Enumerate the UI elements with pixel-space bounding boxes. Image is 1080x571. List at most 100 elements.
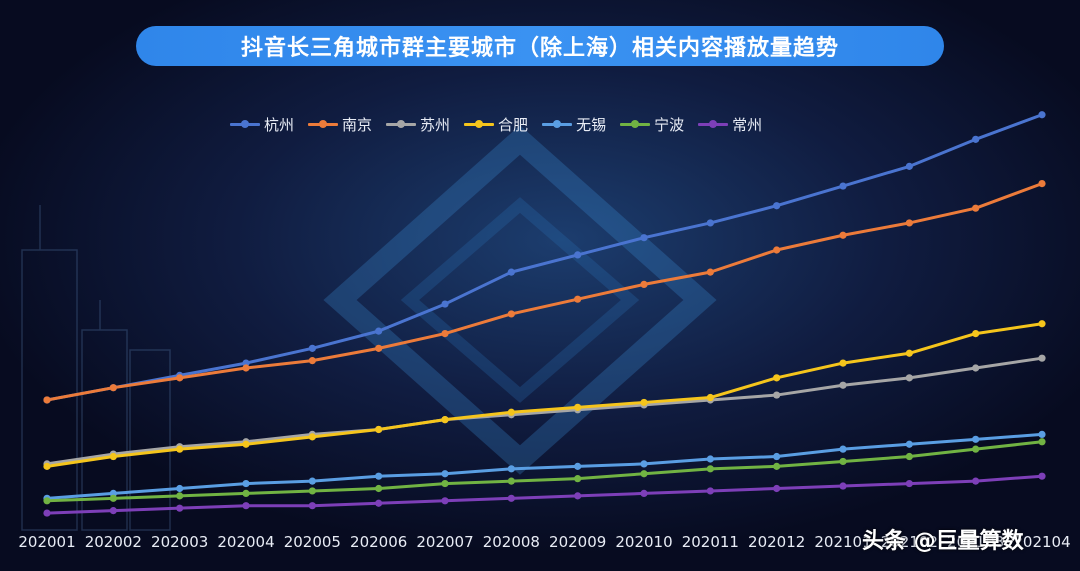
legend-item: 杭州 xyxy=(230,114,294,135)
data-point-6-15 xyxy=(1038,472,1046,480)
legend-label: 宁波 xyxy=(654,115,685,134)
data-point-4-3 xyxy=(242,479,250,488)
data-point-3-11 xyxy=(773,374,781,382)
data-point-4-15 xyxy=(1038,430,1046,438)
data-point-4-4 xyxy=(308,477,316,485)
data-point-5-1 xyxy=(109,494,117,502)
legend-label: 合肥 xyxy=(498,115,529,134)
data-point-6-9 xyxy=(640,489,648,498)
legend-label: 苏州 xyxy=(420,115,451,134)
data-point-1-6 xyxy=(441,329,449,338)
series-line-3 xyxy=(46,322,1043,468)
data-point-1-15 xyxy=(1038,180,1046,188)
legend-item: 南京 xyxy=(308,114,372,135)
legend-label: 杭州 xyxy=(264,115,295,134)
data-point-3-7 xyxy=(507,408,515,416)
data-point-3-10 xyxy=(706,393,714,402)
data-point-5-11 xyxy=(773,462,781,470)
data-point-3-6 xyxy=(441,416,449,424)
data-point-3-15 xyxy=(1038,320,1046,328)
data-point-4-9 xyxy=(640,460,648,468)
data-point-4-14 xyxy=(972,435,980,443)
x-tick-label: 202102 xyxy=(881,533,938,551)
data-point-5-15 xyxy=(1038,438,1046,446)
legend-swatch-dot xyxy=(397,120,406,128)
data-point-4-10 xyxy=(706,455,714,463)
data-point-2-11 xyxy=(773,391,781,399)
data-point-1-11 xyxy=(773,246,781,254)
x-tick-label: 202009 xyxy=(549,533,606,551)
data-point-1-14 xyxy=(972,204,980,212)
background-decoration xyxy=(21,125,717,531)
series-points xyxy=(43,111,1046,517)
legend-item: 宁波 xyxy=(620,114,684,135)
legend-swatch xyxy=(308,117,339,131)
data-point-0-11 xyxy=(773,202,781,210)
data-point-4-11 xyxy=(773,452,781,461)
series-line-5 xyxy=(46,440,1043,503)
x-tick-label: 202005 xyxy=(284,533,341,551)
data-point-6-10 xyxy=(706,487,714,495)
data-point-6-1 xyxy=(109,507,117,515)
data-point-4-13 xyxy=(905,440,913,448)
data-point-4-7 xyxy=(507,465,515,473)
data-point-3-13 xyxy=(905,349,913,357)
x-tick-label: 202101 xyxy=(814,533,871,551)
data-point-3-5 xyxy=(375,425,383,434)
data-point-5-3 xyxy=(242,489,250,498)
data-point-1-3 xyxy=(242,364,250,372)
x-tick-label: 202008 xyxy=(483,533,540,551)
data-point-3-8 xyxy=(574,403,582,411)
data-point-0-7 xyxy=(507,268,515,276)
chart-title: 抖音长三角城市群主要城市（除上海）相关内容播放量趋势 xyxy=(240,36,839,61)
x-tick-label: 202012 xyxy=(748,533,805,551)
data-point-1-4 xyxy=(308,357,316,365)
watermark: 头条 @巨量算数 xyxy=(862,529,1024,554)
data-point-1-2 xyxy=(176,374,184,382)
legend-item: 合肥 xyxy=(464,114,528,135)
data-point-6-4 xyxy=(308,502,316,510)
data-point-5-7 xyxy=(507,477,515,485)
data-point-0-4 xyxy=(308,344,316,352)
data-point-6-13 xyxy=(905,479,913,488)
data-point-6-0 xyxy=(43,509,51,517)
data-point-5-2 xyxy=(176,492,184,500)
legend-swatch xyxy=(230,117,260,131)
legend-item: 常州 xyxy=(698,114,762,135)
data-point-0-15 xyxy=(1038,111,1046,119)
x-tick-label: 202004 xyxy=(217,533,274,551)
x-tick-label: 202011 xyxy=(682,533,739,551)
x-tick-label: 202103 xyxy=(947,533,1004,551)
series-line-2 xyxy=(46,356,1043,466)
data-point-3-1 xyxy=(109,452,117,461)
x-tick-label: 202104 xyxy=(1013,533,1070,551)
legend-swatch-dot xyxy=(631,120,640,128)
data-point-4-5 xyxy=(375,472,383,480)
data-point-4-6 xyxy=(441,470,449,478)
data-point-3-4 xyxy=(308,433,316,441)
data-point-0-12 xyxy=(839,182,847,190)
legend-swatch xyxy=(386,117,417,131)
data-point-6-11 xyxy=(773,484,781,493)
legend-swatch xyxy=(620,117,651,131)
data-point-1-8 xyxy=(574,295,582,303)
x-tick-label: 202010 xyxy=(615,533,672,551)
data-point-2-12 xyxy=(839,381,847,389)
data-point-6-14 xyxy=(972,477,980,485)
data-point-5-6 xyxy=(441,479,449,488)
data-point-1-5 xyxy=(375,344,383,352)
x-tick-label: 202002 xyxy=(85,533,142,551)
data-point-4-8 xyxy=(574,462,582,470)
data-point-6-5 xyxy=(375,499,383,507)
data-point-5-0 xyxy=(43,497,51,505)
data-point-4-12 xyxy=(839,445,847,453)
legend-swatch xyxy=(464,117,495,131)
legend: 杭州 南京 苏州 合肥 无锡 宁波 常州 xyxy=(230,112,762,136)
legend-swatch-dot xyxy=(553,120,562,128)
legend-swatch-dot xyxy=(241,120,249,128)
data-point-1-13 xyxy=(905,219,913,227)
data-point-1-1 xyxy=(109,384,117,392)
data-point-5-14 xyxy=(972,445,980,453)
